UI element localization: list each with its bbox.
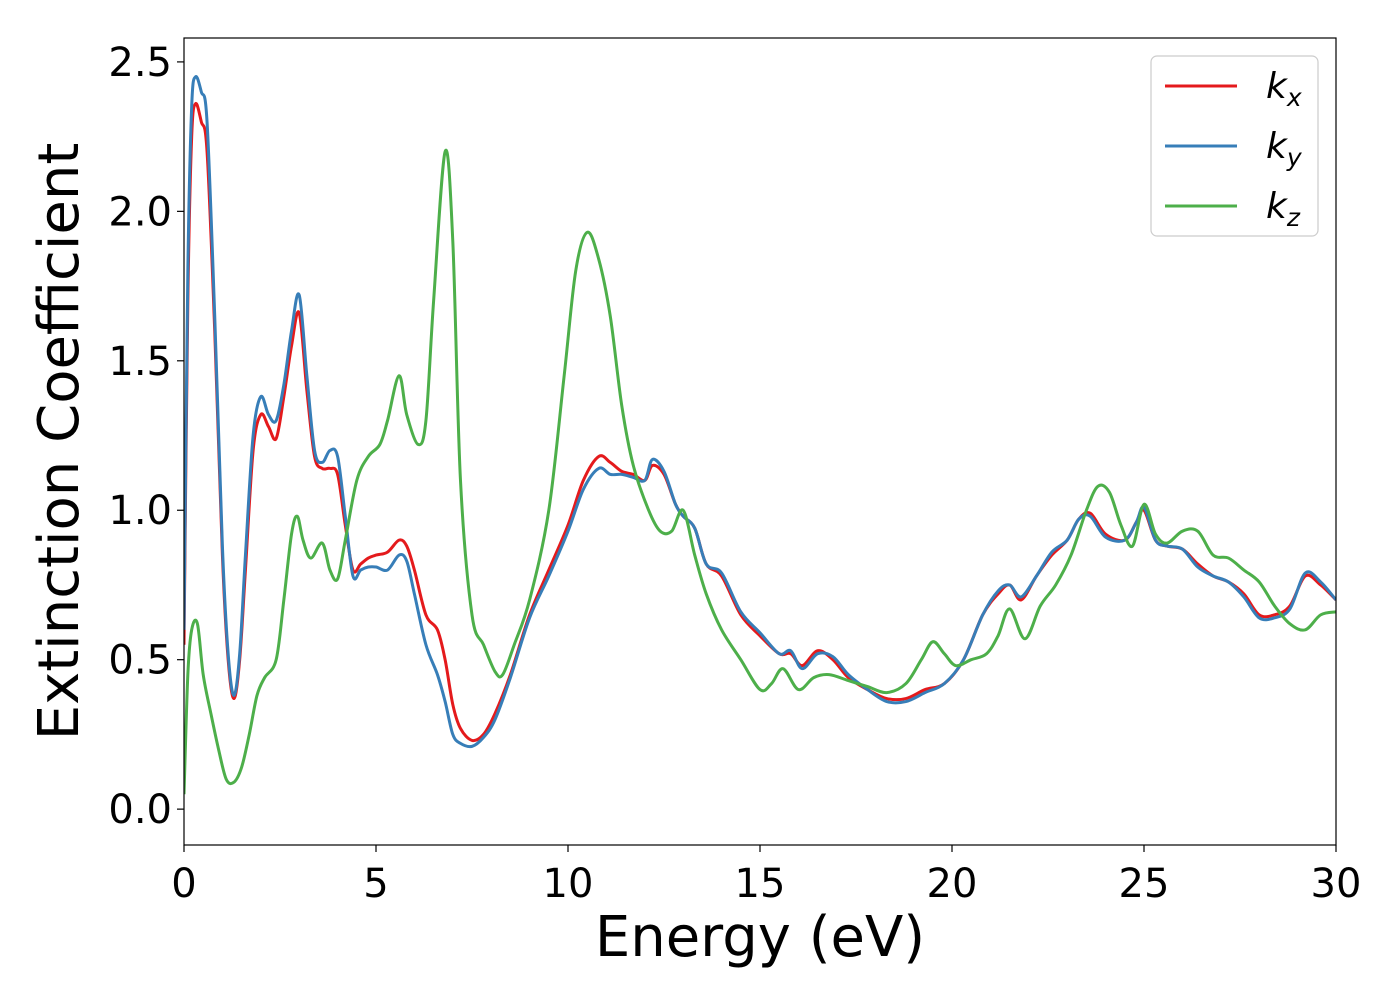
series-layer [184, 74, 1336, 795]
x-axis-ticks: 0 5 10 15 20 25 30 [171, 845, 1361, 907]
x-tick-label: 0 [171, 861, 196, 907]
legend: kx ky kz [1150, 55, 1319, 237]
x-axis-label: Energy (eV) [595, 905, 925, 970]
y-tick-label: 1.0 [108, 488, 172, 534]
y-tick-label: 2.5 [108, 40, 172, 86]
y-tick-label: 0.5 [108, 638, 172, 684]
legend-label-z: kz [1266, 186, 1301, 232]
x-tick-label: 20 [927, 861, 978, 907]
series-line-y [184, 74, 1336, 749]
series-line-x [184, 101, 1336, 743]
y-axis-label: Extinction Coefficient [27, 143, 92, 741]
legend-label-y: ky [1266, 126, 1303, 172]
x-tick-label: 10 [543, 861, 594, 907]
x-tick-label: 15 [735, 861, 786, 907]
series-line-z [184, 148, 1336, 795]
legend-label-x: kx [1266, 66, 1302, 112]
y-tick-label: 2.0 [108, 189, 172, 235]
x-tick-label: 30 [1311, 861, 1362, 907]
x-tick-label: 25 [1119, 861, 1170, 907]
y-tick-label: 1.5 [108, 339, 172, 385]
y-axis-ticks: 0.0 0.5 1.0 1.5 2.0 2.5 [108, 40, 184, 833]
y-tick-label: 0.0 [108, 787, 172, 833]
x-tick-label: 5 [363, 861, 388, 907]
